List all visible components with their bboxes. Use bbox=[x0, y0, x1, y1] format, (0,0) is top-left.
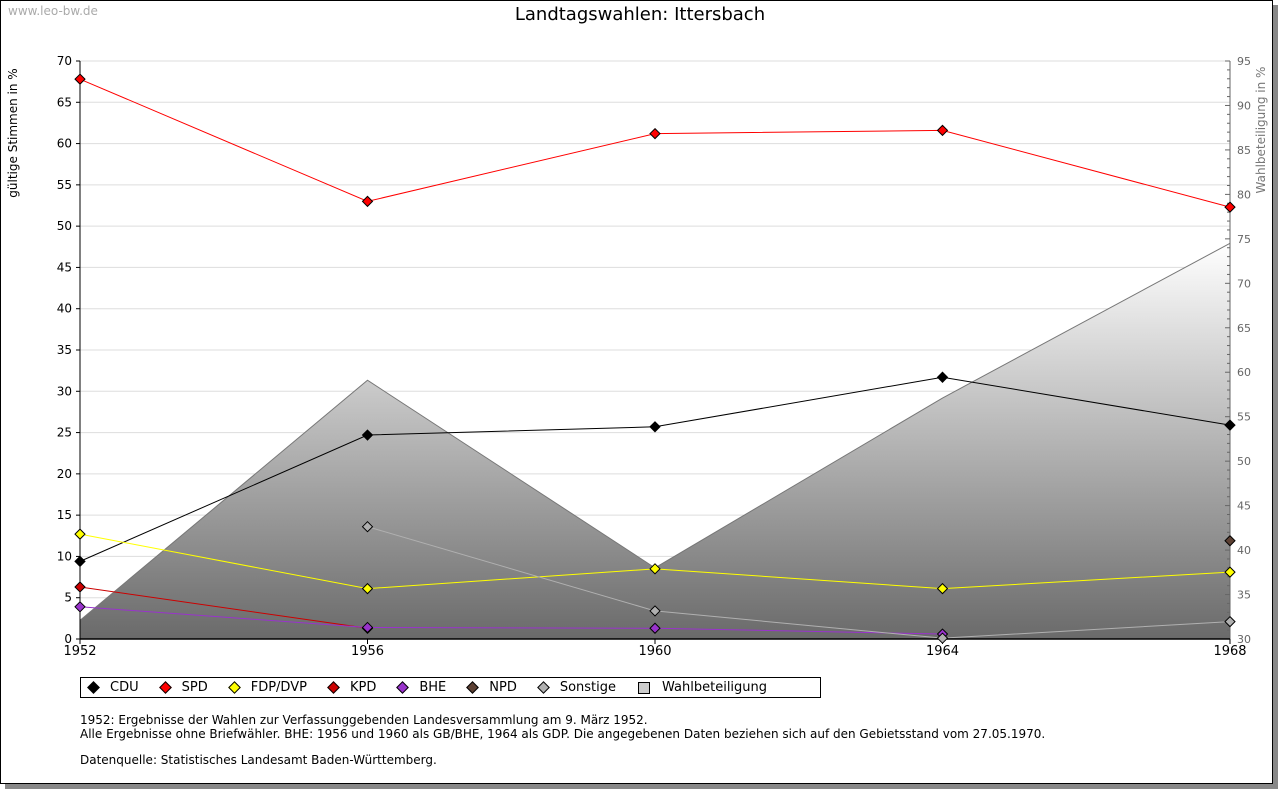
legend-item: Sonstige bbox=[536, 680, 617, 695]
data-point-sonstige bbox=[361, 520, 374, 533]
y2-tick-label: 90 bbox=[1237, 99, 1251, 112]
y2-tick-label: 30 bbox=[1237, 633, 1251, 646]
legend-item: SPD bbox=[158, 680, 208, 695]
legend-label: NPD bbox=[489, 680, 517, 695]
y-tick-label: 65 bbox=[57, 95, 72, 109]
series-line-bhe bbox=[79, 606, 943, 635]
data-point-spd bbox=[361, 195, 374, 208]
y2-tick-label: 55 bbox=[1237, 411, 1251, 424]
note-1952: 1952: Ergebnisse der Wahlen zur Verfassu… bbox=[80, 713, 648, 727]
data-point-spd bbox=[649, 127, 661, 140]
data-point-bhe bbox=[361, 621, 374, 634]
data-point-bhe bbox=[649, 622, 661, 634]
data-point-spd bbox=[74, 73, 86, 85]
y2-tick-label: 60 bbox=[1237, 366, 1251, 379]
legend-item: CDU bbox=[87, 680, 139, 695]
legend: CDU SPD FDP/DVP KPD BHE NPD Sonstige Wahlbeteil… bbox=[80, 677, 821, 698]
y2-tick-label: 40 bbox=[1237, 544, 1251, 557]
legend-marker-icon bbox=[87, 681, 100, 694]
y-tick-label: 35 bbox=[57, 343, 72, 357]
x-tick-label: 1952 bbox=[63, 644, 96, 659]
y2-axis-label: Wahlbeteiligung in % bbox=[1254, 67, 1268, 194]
y2-tick-label: 85 bbox=[1237, 144, 1251, 157]
y-tick-label: 15 bbox=[57, 508, 72, 522]
turnout-area bbox=[80, 243, 1230, 640]
y-tick-label: 45 bbox=[57, 260, 72, 274]
y2-tick-label: 35 bbox=[1237, 589, 1251, 602]
legend-label: Sonstige bbox=[559, 680, 617, 695]
legend-label: FDP/DVP bbox=[250, 680, 307, 695]
legend-label: Wahlbeteiligung bbox=[662, 680, 768, 695]
legend-label: SPD bbox=[181, 680, 208, 695]
x-tick-label: 1956 bbox=[351, 644, 384, 659]
note-general: Alle Ergebnisse ohne Briefwähler. BHE: 1… bbox=[80, 727, 1046, 741]
y2-tick-label: 50 bbox=[1237, 455, 1251, 468]
legend-area-icon bbox=[638, 681, 651, 694]
data-point-cdu bbox=[74, 555, 86, 568]
legend-item: KPD bbox=[327, 680, 377, 695]
chart-title: Landtagswahlen: Ittersbach bbox=[514, 4, 766, 25]
legend-label: CDU bbox=[110, 680, 139, 695]
data-point-fdpdvp bbox=[361, 582, 374, 595]
y-tick-label: 50 bbox=[57, 219, 72, 233]
legend-item: NPD bbox=[466, 680, 517, 695]
legend-label: KPD bbox=[349, 680, 377, 695]
y-tick-label: 60 bbox=[57, 137, 72, 151]
y2-tick-label: 45 bbox=[1237, 500, 1251, 513]
data-point-cdu bbox=[1224, 419, 1236, 431]
y-tick-label: 55 bbox=[57, 178, 72, 192]
y2-tick-label: 70 bbox=[1237, 277, 1251, 290]
data-point-kpd bbox=[74, 581, 86, 593]
data-point-bhe bbox=[74, 601, 86, 613]
note-source: Datenquelle: Statistisches Landesamt Bad… bbox=[80, 753, 437, 767]
legend-item: Wahlbeteiligung bbox=[638, 680, 767, 695]
data-point-sonstige bbox=[936, 632, 949, 644]
data-point-fdpdvp bbox=[74, 528, 86, 540]
data-point-fdpdvp bbox=[1224, 566, 1236, 578]
legend-marker-icon bbox=[396, 681, 410, 694]
watermark: www.leo-bw.de bbox=[8, 4, 98, 18]
data-point-spd bbox=[1224, 201, 1236, 213]
y-tick-label: 40 bbox=[57, 302, 72, 316]
y-tick-label: 30 bbox=[57, 384, 72, 398]
legend-label: BHE bbox=[419, 680, 447, 695]
y2-tick-label: 65 bbox=[1237, 322, 1251, 335]
y2-tick-label: 80 bbox=[1237, 188, 1251, 201]
data-point-cdu bbox=[649, 421, 661, 433]
legend-marker-icon bbox=[327, 681, 340, 694]
data-point-npd bbox=[1224, 535, 1236, 547]
y-tick-label: 5 bbox=[64, 591, 72, 605]
x-tick-label: 1960 bbox=[638, 644, 671, 659]
legend-item: FDP/DVP bbox=[227, 680, 307, 695]
legend-marker-icon bbox=[158, 681, 172, 694]
x-tick-label: 1964 bbox=[926, 644, 959, 659]
y-tick-label: 0 bbox=[64, 632, 72, 646]
data-point-sonstige bbox=[1224, 615, 1236, 628]
series-line-kpd bbox=[79, 586, 368, 629]
data-point-fdpdvp bbox=[936, 582, 949, 595]
data-point-cdu bbox=[361, 429, 374, 441]
legend-marker-icon bbox=[466, 681, 480, 694]
y-tick-label: 20 bbox=[57, 467, 72, 481]
data-point-sonstige bbox=[649, 605, 661, 617]
series-line-sonstige bbox=[367, 526, 1231, 639]
y2-tick-label: 75 bbox=[1237, 233, 1251, 246]
legend-marker-icon bbox=[227, 681, 241, 694]
y-tick-label: 25 bbox=[57, 426, 72, 440]
x-tick-label: 1968 bbox=[1213, 644, 1246, 659]
y-axis-label: gültige Stimmen in % bbox=[6, 68, 20, 197]
legend-item: BHE bbox=[396, 680, 447, 695]
data-point-fdpdvp bbox=[649, 563, 661, 575]
data-point-cdu bbox=[936, 371, 949, 383]
y2-tick-label: 95 bbox=[1237, 55, 1251, 68]
legend-marker-icon bbox=[536, 681, 550, 694]
y-tick-label: 10 bbox=[57, 549, 72, 563]
data-point-spd bbox=[936, 124, 949, 137]
y-tick-label: 70 bbox=[57, 54, 72, 68]
